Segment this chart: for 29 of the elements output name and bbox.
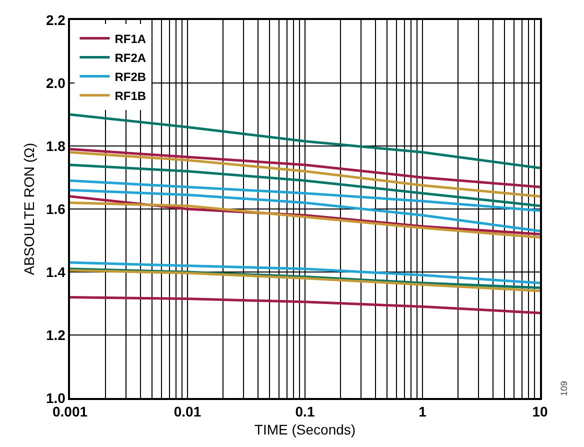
x-tick-label: 1	[418, 404, 427, 420]
y-tick-label: 1.0	[46, 390, 66, 406]
text: 109	[558, 380, 569, 396]
y-tick-label: 2.2	[46, 12, 66, 28]
legend-label: RF2B	[114, 70, 146, 84]
y-tick-label: 1.8	[46, 138, 66, 154]
x-tick-label: 0.001	[52, 404, 88, 420]
legend-label: RF1A	[114, 32, 146, 46]
y-tick-label: 1.6	[46, 200, 66, 217]
line-series	[70, 164, 540, 208]
x-tick-label: 0.01	[174, 404, 202, 420]
x-axis-title: TIME (Seconds)	[254, 421, 356, 438]
x-tick-label: 10	[532, 404, 548, 420]
line-series	[70, 269, 540, 292]
line-series	[70, 296, 540, 314]
y-axis-title: ABSOULTE RON (Ω)	[21, 142, 38, 276]
line-series	[70, 201, 540, 239]
y-tick-label: 2.0	[46, 74, 66, 91]
line-series	[70, 188, 540, 232]
legend-label: RF1B	[114, 88, 146, 103]
line-series	[70, 179, 540, 212]
line-series	[70, 113, 540, 170]
line-series	[70, 151, 540, 198]
line-series	[70, 261, 540, 284]
legend-label: RF2A	[114, 50, 146, 65]
x-tick-label: 0.1	[295, 404, 315, 420]
y-tick-label: 1.4	[46, 264, 66, 280]
line-series	[70, 148, 540, 188]
y-tick-label: 1.2	[46, 326, 66, 343]
